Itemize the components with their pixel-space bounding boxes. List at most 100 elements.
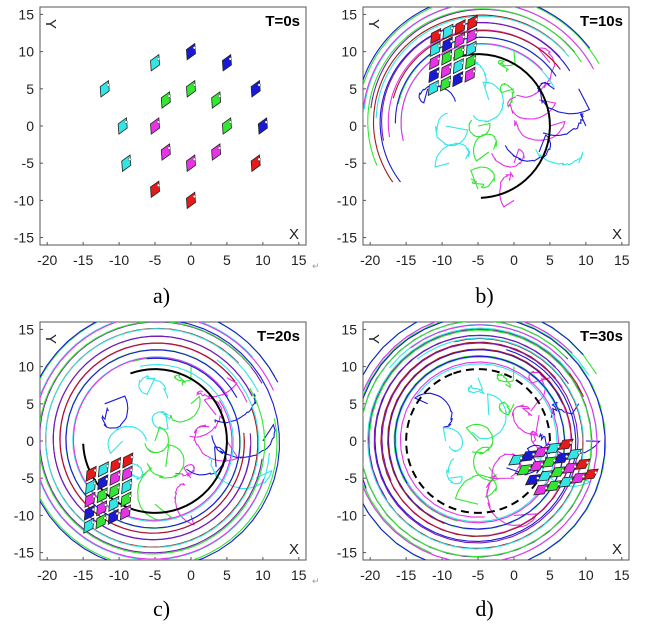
trajectory-curl <box>491 453 523 479</box>
agent-heading-dot <box>118 459 122 464</box>
agent-heading-dot <box>573 464 577 469</box>
trajectory-arc <box>40 322 280 560</box>
trajectory-curl <box>513 119 566 142</box>
trajectory-curl <box>542 113 587 136</box>
trajectory-curl <box>465 423 494 455</box>
trajectory-curl <box>138 375 169 399</box>
agent-heading-dot <box>218 94 222 98</box>
y-tick-label: -5 <box>22 155 35 171</box>
agent-heading-dot <box>473 56 477 60</box>
trajectory-curl <box>442 427 464 453</box>
y-tick-label: -10 <box>337 192 357 208</box>
x-tick-label: -10 <box>109 567 129 583</box>
agent-heading-dot <box>127 507 132 511</box>
agent-heading-dot <box>540 462 544 466</box>
agent-heading-dot <box>462 35 466 39</box>
agent-heading-dot <box>257 83 261 87</box>
agent-heading-dot <box>192 83 197 87</box>
trajectory-curl <box>101 395 129 429</box>
agent-heading-dot <box>473 43 477 47</box>
agent-heading-dot <box>92 494 96 499</box>
x-tick-label: 10 <box>578 567 594 583</box>
caption-d: d) <box>475 596 494 621</box>
agent-heading-dot <box>128 494 132 498</box>
trajectory-arc <box>40 322 274 560</box>
agent-heading-dot <box>581 474 586 479</box>
panel-c: -20 -15 -10 -5 0 5 10 15 15 10 5 0 -5 -10 -15 Y X T=20s c… <box>0 315 323 629</box>
agent-heading-dot <box>257 157 261 161</box>
trajectory-curl <box>169 395 201 423</box>
reference-circle <box>82 368 228 514</box>
agent-heading-dot <box>435 83 439 87</box>
agent-heading-dot <box>536 476 540 480</box>
agent-heading-dot <box>569 478 573 482</box>
agent-heading-dot <box>129 481 133 485</box>
trajectory-curl <box>196 377 238 399</box>
trajectory-curl <box>491 148 525 168</box>
trajectory-arc <box>40 322 266 555</box>
x-tick-label: -5 <box>472 252 485 268</box>
x-tick-label: 10 <box>255 252 271 268</box>
trajectory-arc <box>363 7 595 130</box>
x-axis-label: X <box>289 541 299 558</box>
trajectory-curl <box>498 401 515 416</box>
agent-heading-dot <box>91 507 96 512</box>
agent-heading-dot <box>448 78 452 82</box>
x-tick-label: 15 <box>291 252 307 268</box>
agent-heading-dot <box>527 466 532 470</box>
trajectory-curl <box>506 444 548 476</box>
panel-b: -20 -15 -10 -5 0 5 10 15 15 10 5 0 -5 -10 -15 Y X T=10s b… <box>323 0 646 314</box>
x-tick-label: -10 <box>109 252 129 268</box>
agent-heading-dot <box>460 74 464 78</box>
x-tick-label: 0 <box>187 252 195 268</box>
y-tick-label: 5 <box>26 81 34 97</box>
y-axis-label: Y <box>365 334 382 344</box>
y-tick-label: -10 <box>337 507 357 523</box>
trajectory-curl <box>446 457 463 485</box>
x-tick-label: -20 <box>360 567 380 583</box>
agent-heading-dot <box>156 120 161 124</box>
agent-heading-dot <box>105 477 109 481</box>
agent-heading-dot <box>129 468 133 472</box>
agent-heading-dot <box>544 486 548 490</box>
y-axis-label: Y <box>42 334 59 344</box>
agent-heading-dot <box>218 146 222 150</box>
y-tick-label: -5 <box>345 470 358 486</box>
agent-heading-dot <box>104 503 108 507</box>
chart-title: T=30s <box>580 328 623 345</box>
return-mark-c: ↵ <box>312 577 320 587</box>
agent-heading-dot <box>228 57 232 61</box>
y-axis-label: Y <box>42 19 59 29</box>
y-tick-label: 15 <box>341 6 357 22</box>
agent-heading-dot <box>228 120 232 124</box>
trajectory-arc <box>59 342 245 534</box>
agent-heading-dot <box>585 461 590 465</box>
y-tick-label: 0 <box>26 433 34 449</box>
y-tick-label: 15 <box>18 321 34 337</box>
agent-heading-dot <box>117 472 121 477</box>
y-tick-label: 0 <box>349 433 357 449</box>
agent-heading-dot <box>156 57 161 61</box>
agent-heading-dot <box>104 490 108 494</box>
trajectory-curl <box>173 366 192 386</box>
x-tick-label: -15 <box>73 567 93 583</box>
agent-heading-dot <box>192 157 197 161</box>
chart-title: T=10s <box>580 13 623 30</box>
agent-heading-dot <box>448 65 452 69</box>
trajectory-arc <box>400 43 543 142</box>
y-tick-label: 0 <box>26 118 34 134</box>
agent-heading-dot <box>577 451 581 455</box>
chart-title: T=20s <box>257 328 300 345</box>
trajectory-curl <box>193 424 239 462</box>
trajectory-curl <box>511 404 540 436</box>
x-tick-label: 0 <box>510 252 518 268</box>
x-tick-label: -15 <box>73 252 93 268</box>
trajectory-curl <box>413 392 453 428</box>
agent-heading-dot <box>561 468 565 472</box>
agent-heading-dot <box>450 26 454 30</box>
trajectory-curl <box>468 119 491 138</box>
trajectory-curl <box>536 81 591 115</box>
y-tick-label: -10 <box>14 507 34 523</box>
x-axis-label: X <box>612 226 622 243</box>
